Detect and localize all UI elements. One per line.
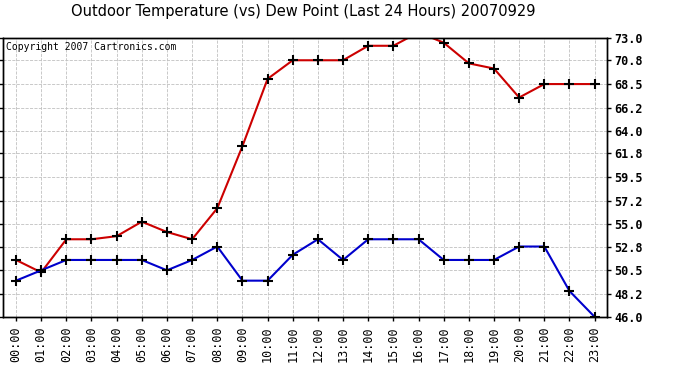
Text: Outdoor Temperature (vs) Dew Point (Last 24 Hours) 20070929: Outdoor Temperature (vs) Dew Point (Last… <box>71 4 536 19</box>
Text: Copyright 2007 Cartronics.com: Copyright 2007 Cartronics.com <box>6 42 177 52</box>
